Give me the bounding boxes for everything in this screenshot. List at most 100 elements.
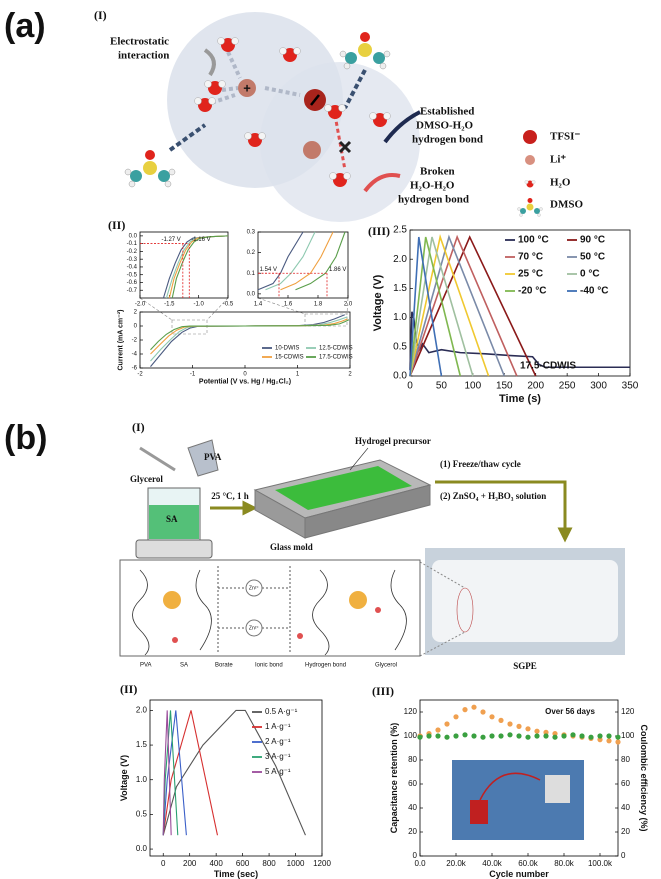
glycerol-icons [172,607,381,643]
legend-label: 3 A·g⁻¹ [265,752,291,761]
legend-icon [525,155,535,165]
point [444,734,450,740]
series-line [162,710,219,836]
y-tick-label: 0.0 [247,291,256,297]
y-axis-label: Voltage (V) [119,755,129,801]
series-line [409,234,490,377]
y-tick-label: -2 [132,338,138,344]
polymer-chains [132,569,407,656]
y-tick-label: 0.1 [247,271,256,277]
zoom-mark [456,587,474,633]
label: hydrogen bond [412,134,483,146]
pointer [349,447,369,471]
y2-tick-label: 120 [621,707,635,716]
x-tick-label: -1.0 [193,302,204,308]
borate [349,591,367,609]
point [489,714,495,720]
annotation: 17.5-CDWIS [520,361,576,372]
subpanel-label: (I) [94,8,107,22]
legend-label: -20 °C [518,286,546,297]
point [525,726,531,732]
y-tick-label: 2.0 [136,706,148,715]
x-tick-label: 1.8 [314,302,323,308]
series-line [162,709,306,836]
zoom-guide [419,631,466,657]
series-line [162,235,229,299]
x-tick-label: 2.0 [344,302,353,308]
label: hydrogen bond [398,194,469,206]
y-tick-label: 0.0 [129,233,138,239]
label: DMSO-H₂O [416,120,474,132]
solution [149,505,199,539]
x-tick-label: 20.0k [446,859,467,868]
series-line [162,710,187,836]
y-tick-label: 1.0 [393,312,407,323]
li-ion [303,141,321,159]
point [552,731,558,737]
subpanel-label: (III) [372,684,394,698]
point [489,733,495,739]
legend-label: Ionic bond [255,663,283,669]
point [588,734,594,740]
label: Hydrogel precursor [355,436,431,446]
y-tick-label: 2 [134,310,138,316]
point [507,732,513,738]
y-tick-label: -0.4 [127,265,138,271]
x-tick-label: 800 [262,859,276,868]
legend-label: 5 A·g⁻¹ [265,767,291,776]
y-tick-label: 0.3 [247,230,256,236]
y-tick-label: 1.5 [136,740,148,749]
plot-frame [257,231,349,299]
y-tick-label: 0.0 [393,371,407,382]
legend-label: 10-DWIS [275,346,299,352]
point [561,733,567,739]
x-tick-label: -0.5 [223,302,234,308]
legend-label: Li⁺ [550,154,566,166]
x-tick-label: 300 [590,381,607,392]
legend-label: 15-CDWIS [275,355,304,361]
y-tick-label: 1.0 [136,775,148,784]
annotation: -1.16 V [191,237,210,243]
x-tick-label: 50 [436,381,448,392]
label: Zn²⁺ [249,585,260,591]
hydrogen-bond [168,123,207,152]
legend-label: H₂O [550,177,571,189]
label: (2) ZnSO₄ + H₃BO₃ solution [440,491,546,501]
plot-frame [419,699,619,857]
x-tick-label: 60.0k [518,859,539,868]
label: (1) Freeze/thaw cycle [440,459,521,469]
series-line [171,235,229,299]
x-tick-label: 150 [496,381,513,392]
panel-label: (b) [4,419,47,457]
x-tick-label: 1000 [287,859,305,868]
bonds [204,51,301,107]
point [534,728,540,734]
y-tick-label: -0.6 [127,280,138,286]
x-tick-label: -2 [137,372,143,378]
x-tick-label: -1.5 [164,302,175,308]
x-tick-label: 0 [407,381,413,392]
point [426,733,432,739]
x-tick-label: 200 [183,859,197,868]
series-line [265,231,316,291]
x-tick-label: -1 [190,372,196,378]
point [543,733,549,739]
y2-tick-label: 0 [621,851,626,860]
point [462,707,468,713]
legend-label: SA [180,663,188,669]
y-tick-label: 80 [408,755,417,764]
plus-sign: + [243,80,251,95]
legend-label: 0 °C [580,269,600,280]
label: Zn²⁺ [249,625,260,631]
y-tick-label: 120 [404,707,418,716]
legend-label: 70 °C [518,252,543,263]
x-tick-label: 200 [527,381,544,392]
series-line [257,231,304,291]
series-line [409,236,474,377]
legend-label: 100 °C [518,235,549,246]
x-axis-label: Cycle number [489,869,549,879]
device [470,800,488,824]
point [597,733,603,739]
series-line [162,710,172,836]
y-tick-label: 2.0 [393,254,407,265]
